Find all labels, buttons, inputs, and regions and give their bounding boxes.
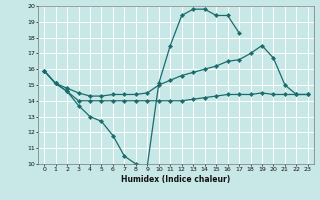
X-axis label: Humidex (Indice chaleur): Humidex (Indice chaleur): [121, 175, 231, 184]
